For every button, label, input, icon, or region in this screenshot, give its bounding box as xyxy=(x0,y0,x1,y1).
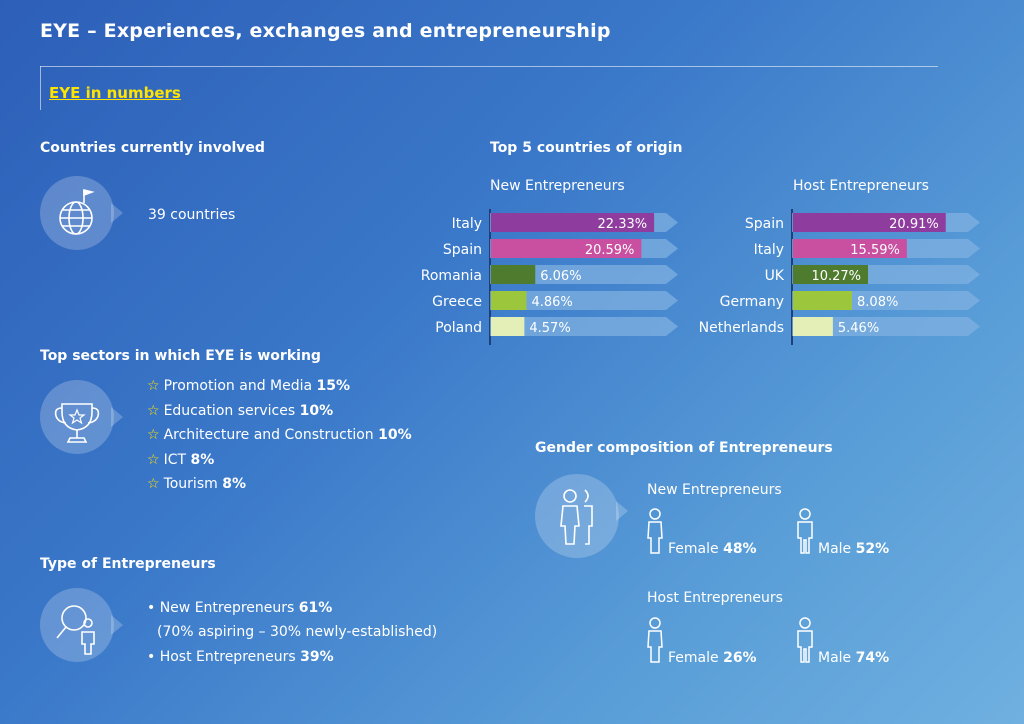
value-label: 5.46% xyxy=(838,321,879,336)
category-label: Italy xyxy=(452,216,482,232)
globe-flag-icon xyxy=(40,176,123,250)
category-label: Greece xyxy=(432,294,482,310)
chart-title: Top 5 countries of origin xyxy=(490,140,683,156)
types-host: • Host Entrepreneurs 39% xyxy=(147,649,334,665)
bar xyxy=(793,291,853,310)
star-icon: ☆ xyxy=(147,427,160,443)
star-icon: ☆ xyxy=(147,476,160,492)
sector-item: ☆ ICT 8% xyxy=(147,452,215,468)
header-divider-vertical xyxy=(40,66,41,110)
bar xyxy=(491,291,527,310)
female-icon xyxy=(647,617,663,663)
types-new-note: (70% aspiring – 30% newly-established) xyxy=(157,624,438,640)
bar-track xyxy=(490,317,678,336)
category-label: Romania xyxy=(421,268,482,284)
section-subtitle: EYE in numbers xyxy=(49,84,181,102)
category-label: Spain xyxy=(745,216,784,232)
male-icon xyxy=(797,617,813,663)
sector-item: ☆ Promotion and Media 15% xyxy=(147,378,351,394)
trophy-icon xyxy=(40,380,123,454)
bar xyxy=(491,239,642,258)
category-label: Poland xyxy=(435,320,482,336)
bar xyxy=(793,213,946,232)
sectors-heading: Top sectors in which EYE is working xyxy=(40,348,321,364)
star-icon: ☆ xyxy=(147,378,160,394)
value-label: 20.91% xyxy=(889,217,939,232)
value-label: 22.33% xyxy=(598,217,648,232)
value-label: 4.57% xyxy=(529,321,570,336)
category-label: Netherlands xyxy=(699,320,784,336)
gender-new-male: Male 52% xyxy=(818,541,890,557)
female-icon xyxy=(647,508,663,554)
chart-host-subtitle: Host Entrepreneurs xyxy=(793,178,929,194)
header-divider xyxy=(40,66,938,67)
chart-new-subtitle: New Entrepreneurs xyxy=(490,178,625,194)
bar xyxy=(491,317,525,336)
bar xyxy=(491,213,655,232)
value-label: 4.86% xyxy=(531,295,572,310)
value-label: 15.59% xyxy=(850,243,900,258)
magnifier-person-icon xyxy=(40,588,123,662)
gender-heading: Gender composition of Entrepreneurs xyxy=(535,440,833,456)
countries-value: 39 countries xyxy=(148,207,236,223)
bar xyxy=(793,239,907,258)
bar xyxy=(491,265,536,284)
category-label: Spain xyxy=(443,242,482,258)
value-label: 6.06% xyxy=(540,269,581,284)
category-label: Germany xyxy=(720,294,784,310)
bar xyxy=(793,265,869,284)
category-label: Italy xyxy=(754,242,784,258)
people-icon xyxy=(535,474,628,558)
value-label: 10.27% xyxy=(811,269,861,284)
value-label: 20.59% xyxy=(585,243,635,258)
category-label: UK xyxy=(765,268,785,284)
types-heading: Type of Entrepreneurs xyxy=(40,556,216,572)
sector-item: ☆ Architecture and Construction 10% xyxy=(147,427,412,443)
sector-item: ☆ Tourism 8% xyxy=(147,476,246,492)
countries-heading: Countries currently involved xyxy=(40,140,265,156)
gender-new-title: New Entrepreneurs xyxy=(647,482,782,498)
bar-track xyxy=(792,317,980,336)
bar-track xyxy=(490,291,678,310)
gender-host-female: Female 26% xyxy=(668,650,757,666)
gender-host-title: Host Entrepreneurs xyxy=(647,590,783,606)
bar xyxy=(793,317,833,336)
star-icon: ☆ xyxy=(147,452,160,468)
gender-new-female: Female 48% xyxy=(668,541,757,557)
gender-host-male: Male 74% xyxy=(818,650,890,666)
star-icon: ☆ xyxy=(147,403,160,419)
male-icon xyxy=(797,508,813,554)
countries-bar-chart: Italy 22.33% Spain 20.59% Romania 6.06% Greece… xyxy=(421,209,980,345)
sector-item: ☆ Education services 10% xyxy=(147,403,334,419)
bar-track xyxy=(490,265,678,284)
page-title: EYE – Experiences, exchanges and entrepr… xyxy=(40,20,611,42)
types-new: • New Entrepreneurs 61% xyxy=(147,600,333,616)
value-label: 8.08% xyxy=(857,295,898,310)
